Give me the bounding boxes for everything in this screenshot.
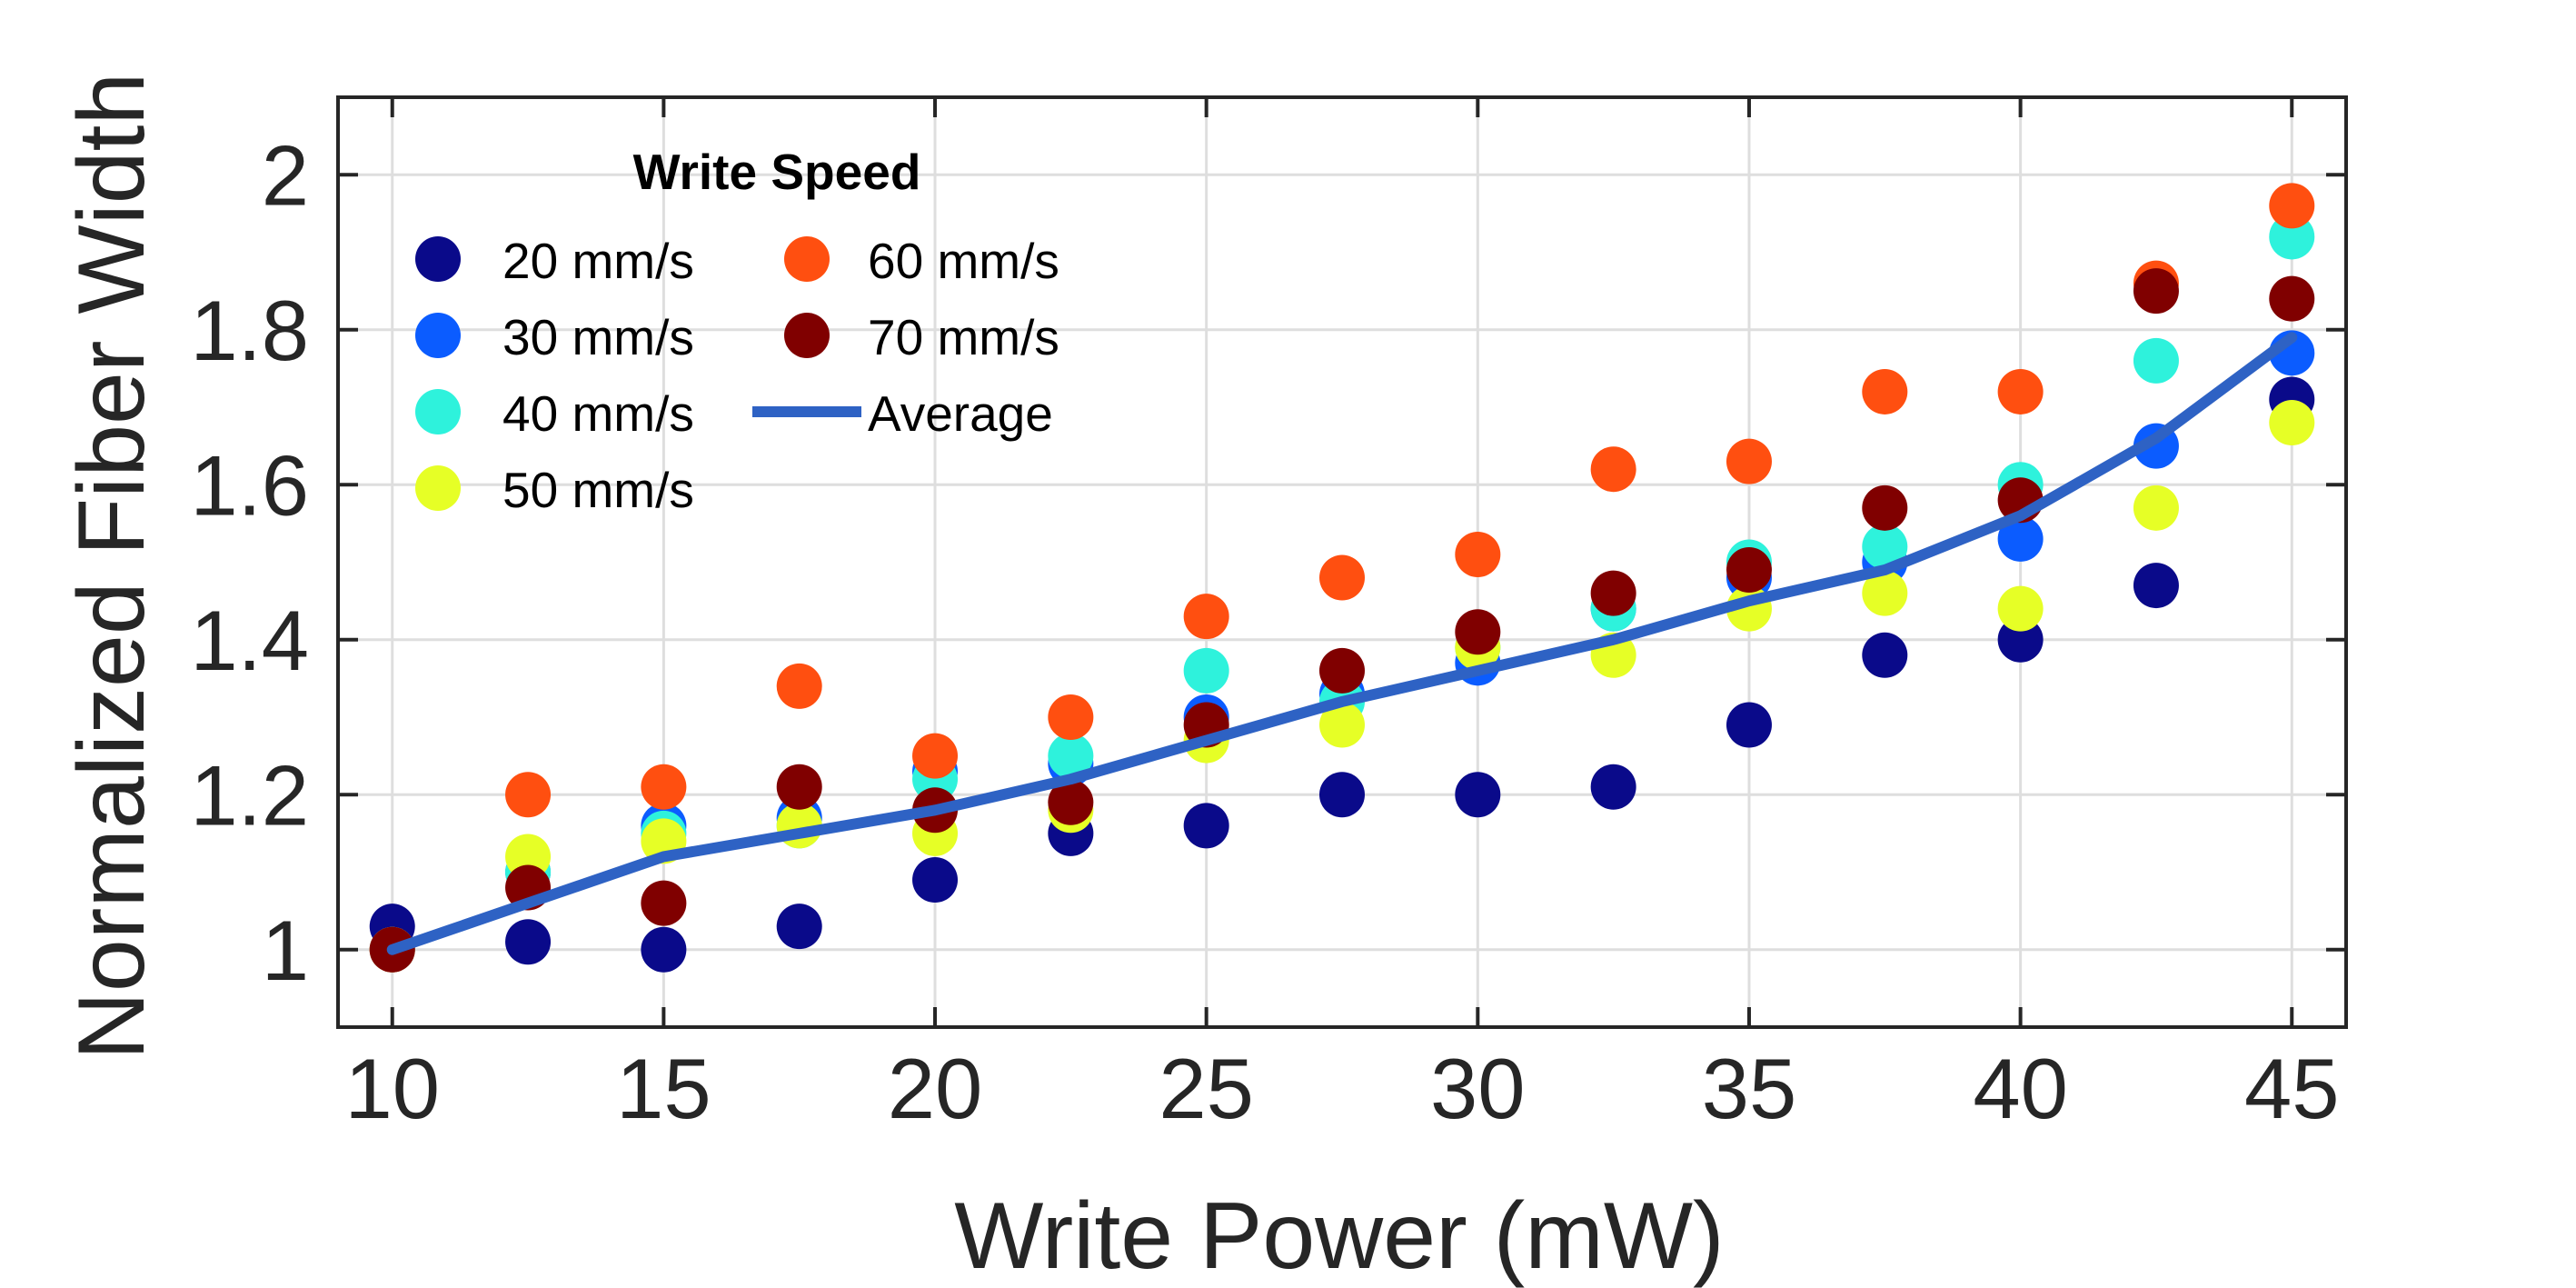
data-point (1183, 803, 1229, 849)
data-point (641, 764, 687, 810)
x-tick-label: 15 (616, 1041, 711, 1136)
y-tick-label: 1.8 (190, 283, 309, 378)
legend-label: Average (868, 385, 1053, 442)
legend: Write Speed 20 mm/s 30 mm/s 40 mm/s 50 mm/s… (415, 144, 1059, 518)
data-point (641, 926, 687, 973)
data-point (1048, 694, 1094, 740)
data-point (1862, 632, 1908, 678)
y-tick-label: 1.6 (190, 437, 309, 533)
y-tick-label: 2 (262, 127, 309, 223)
data-point (1590, 446, 1636, 493)
data-point (912, 733, 959, 779)
data-point (1455, 531, 1501, 577)
data-point (1590, 570, 1636, 616)
data-point (1862, 484, 1908, 531)
data-point (1997, 585, 2044, 632)
data-point (1590, 764, 1636, 810)
data-point (2269, 183, 2315, 229)
data-point (1319, 772, 1365, 818)
legend-marker (415, 313, 461, 358)
average-layer (386, 332, 2298, 955)
data-point (1183, 594, 1229, 640)
data-point (2133, 563, 2179, 609)
data-point (912, 857, 959, 904)
data-point (776, 663, 822, 709)
data-point (1455, 772, 1501, 818)
series-60-mm-s (369, 183, 2315, 973)
x-axis-label: Write Power (mW) (954, 1183, 1724, 1288)
data-point (2133, 337, 2179, 384)
legend-marker (784, 236, 830, 282)
x-tick-label: 45 (2244, 1041, 2340, 1136)
data-point (2133, 268, 2179, 315)
legend-marker (415, 389, 461, 434)
data-point (1997, 515, 2044, 562)
data-point (1183, 647, 1229, 694)
legend-label: 70 mm/s (868, 309, 1059, 365)
series-layer (369, 183, 2315, 973)
x-tick-label: 25 (1159, 1041, 1254, 1136)
legend-marker (415, 465, 461, 511)
legend-label: 30 mm/s (502, 309, 694, 365)
data-point (776, 904, 822, 950)
y-axis-label: Normalized Fiber Width (59, 73, 164, 1061)
y-tick-label: 1.4 (190, 593, 309, 688)
average-line (386, 332, 2298, 955)
x-tick-label: 20 (888, 1041, 983, 1136)
legend-label: 20 mm/s (502, 233, 694, 289)
legend-title: Write Speed (633, 144, 921, 200)
x-tick-label: 35 (1702, 1041, 1797, 1136)
plot-frame (336, 95, 2348, 1029)
data-point (1862, 368, 1908, 414)
data-point (2133, 484, 2179, 531)
legend-marker (784, 313, 830, 358)
data-point (1726, 547, 1772, 594)
x-tick-label: 30 (1430, 1041, 1526, 1136)
data-point (776, 764, 822, 810)
x-tick-label: 10 (344, 1041, 440, 1136)
data-point (1997, 368, 2044, 414)
axes (336, 95, 2348, 1029)
data-point (1862, 524, 1908, 570)
data-point (1726, 438, 1772, 484)
data-point (2269, 400, 2315, 446)
data-point (1319, 647, 1365, 694)
legend-marker (415, 236, 461, 282)
data-point (505, 919, 552, 965)
legend-label: 60 mm/s (868, 233, 1059, 289)
legend-label: 50 mm/s (502, 462, 694, 518)
y-tick-label: 1 (262, 903, 309, 998)
data-point (1862, 570, 1908, 616)
data-point (1319, 702, 1365, 748)
data-point (1455, 609, 1501, 655)
x-tick-label: 40 (1973, 1041, 2068, 1136)
ticks: 10 15 20 25 30 35 40 45 1 1.2 1.4 1.6 1.8 2 (190, 97, 2346, 1136)
data-point (1319, 554, 1365, 601)
y-tick-label: 1.2 (190, 747, 309, 843)
data-point (505, 772, 552, 818)
data-point (1726, 702, 1772, 748)
data-point (1048, 779, 1094, 825)
legend-label: 40 mm/s (502, 385, 694, 442)
data-point (2269, 275, 2315, 322)
data-point (1048, 733, 1094, 779)
data-point (641, 880, 687, 926)
